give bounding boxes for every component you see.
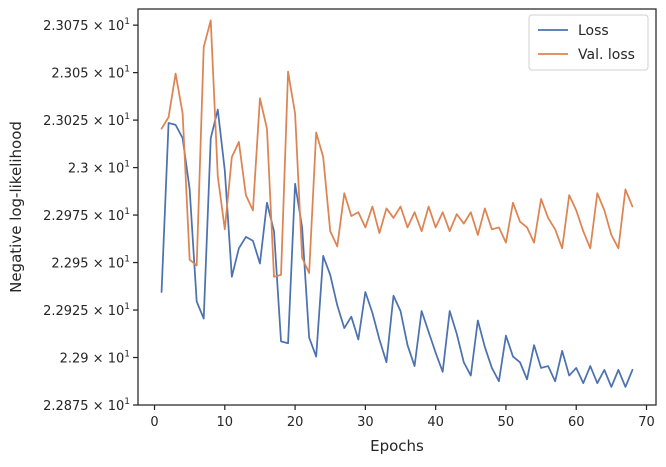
y-tick-label: 2.29 × 101 [60,350,130,367]
y-tick-label: 2.2975 × 101 [43,207,130,224]
y-tick-label: 2.3075 × 101 [43,17,130,34]
y-axis: 2.2875 × 101 2.29 × 101 2.2925 × 101 2.295 … [43,17,138,414]
plot-area [138,9,656,405]
y-tick-label: 2.295 × 101 [51,255,130,272]
series-line-0 [160,108,634,388]
x-tick-label: 40 [427,415,444,430]
plot-frame [137,8,657,406]
x-axis: 0 10 20 30 40 50 60 70 [150,405,655,430]
x-tick-label: 30 [357,415,374,430]
legend-label-val-loss: Val. loss [578,47,635,63]
legend-label-loss: Loss [578,23,609,39]
x-tick-label: 70 [638,415,655,430]
legend: Loss Val. loss [528,14,649,71]
series-line-1 [160,19,634,278]
legend-box [528,14,649,71]
y-tick-label: 2.2875 × 101 [43,397,130,414]
series-layer [160,19,634,388]
x-tick-label: 60 [568,415,585,430]
x-tick-label: 10 [217,415,234,430]
y-tick-label: 2.2925 × 101 [43,302,130,319]
x-tick-label: 50 [498,415,515,430]
x-tick-label: 0 [150,415,158,430]
y-tick-label: 2.3 × 101 [68,160,130,177]
y-tick-label: 2.305 × 101 [51,65,130,82]
x-axis-label: Epochs [370,437,424,455]
y-tick-label: 2.3025 × 101 [43,112,130,129]
x-tick-label: 20 [287,415,304,430]
y-axis-label: Negative log-likelihood [7,121,25,293]
